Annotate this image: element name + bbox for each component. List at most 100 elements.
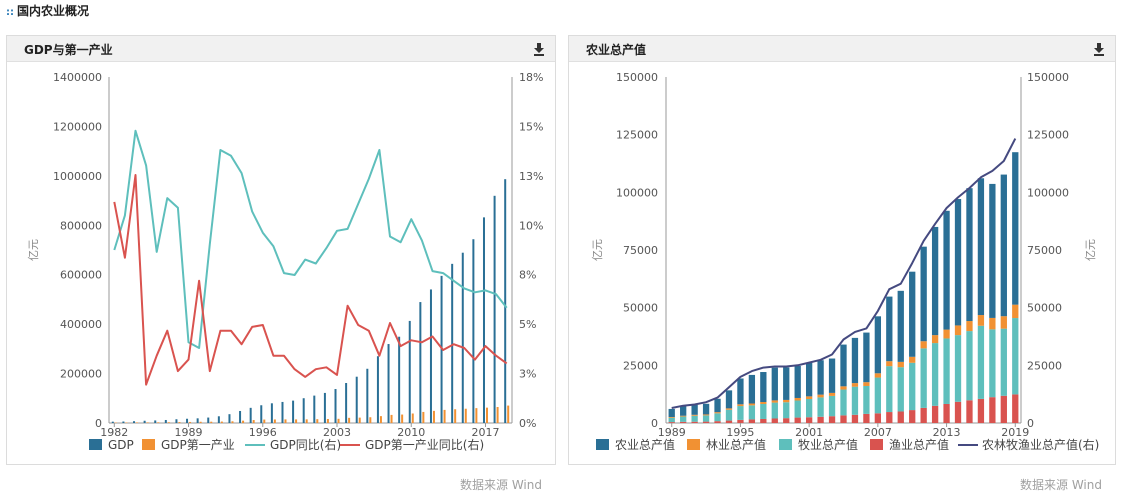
legend-swatch xyxy=(89,439,102,450)
y-axis-label: 亿元 xyxy=(591,239,604,261)
y2-tick-label: 10% xyxy=(519,219,543,232)
farming-bar xyxy=(714,398,721,413)
legend-label: GDP第一产业同比(右) xyxy=(365,437,484,452)
primary-industry-bar xyxy=(178,422,181,423)
forestry-bar xyxy=(828,392,836,396)
farming-bar xyxy=(737,378,744,405)
primary-industry-bar xyxy=(210,421,213,423)
animal-husbandry-bar xyxy=(874,377,882,414)
y2-axis-label: 亿元 xyxy=(1084,239,1097,261)
animal-husbandry-bar xyxy=(931,343,939,406)
y-tick-label: 400000 xyxy=(60,318,102,331)
x-tick-label: 2019 xyxy=(1001,426,1029,439)
animal-husbandry-bar xyxy=(1000,328,1007,396)
gdp-chart-header: GDP与第一产业 xyxy=(7,36,555,62)
fishery-bar xyxy=(909,410,916,423)
fishery-bar xyxy=(989,397,996,423)
download-icon[interactable] xyxy=(1093,42,1105,56)
gdp-bar xyxy=(143,420,146,423)
y-tick-label: 150000 xyxy=(616,71,658,84)
animal-husbandry-bar xyxy=(989,329,996,398)
forestry-bar xyxy=(920,341,927,349)
gdp-bar xyxy=(419,302,422,423)
gdp-bar xyxy=(482,217,485,423)
forestry-bar xyxy=(725,408,733,410)
legend-swatch xyxy=(687,439,700,450)
forestry-bar xyxy=(851,383,859,387)
x-tick-label: 1989 xyxy=(658,426,686,439)
fishery-bar xyxy=(874,413,882,423)
primary-industry-bar xyxy=(390,414,393,423)
farming-bar xyxy=(943,210,950,330)
gdp-bar xyxy=(249,407,252,423)
forestry-bar xyxy=(714,412,721,414)
forestry-bar xyxy=(771,400,778,403)
primary-industry-bar xyxy=(157,422,160,423)
gdp-bar xyxy=(472,239,475,423)
fishery-bar xyxy=(805,417,813,423)
farming-bar xyxy=(783,367,790,400)
animal-husbandry-bar xyxy=(1012,318,1019,395)
y2-tick-label: 15% xyxy=(519,120,543,133)
primary-industry-bar xyxy=(464,408,467,423)
farming-bar xyxy=(851,337,859,384)
y-tick-label: 25000 xyxy=(623,359,658,372)
gdp-bar xyxy=(164,419,167,423)
gdp-bar xyxy=(387,344,390,423)
legend-swatch xyxy=(870,439,883,450)
gdp-bar xyxy=(133,421,136,423)
gdp-chart: 1400000 1200000 1000000 800000 600000 400000 2… xyxy=(27,71,543,452)
gdp-bar xyxy=(504,179,507,423)
agri-output-chart: 150000 125000 100000 75000 50000 25000 0 150000… xyxy=(591,71,1099,452)
forestry-bar xyxy=(783,399,790,403)
legend-swatch xyxy=(596,439,609,450)
gdp-bar xyxy=(260,405,263,423)
gdp-bar xyxy=(217,416,220,423)
x-tick-label: 2013 xyxy=(933,426,961,439)
primary-industry-bar xyxy=(326,418,329,423)
gdp-bar xyxy=(355,376,358,423)
y-tick-label: 50000 xyxy=(623,302,658,315)
fishery-bar xyxy=(748,419,756,423)
fishery-bar xyxy=(863,413,870,423)
forestry-bar xyxy=(1000,316,1007,329)
primary-industry-bar xyxy=(496,406,499,423)
animal-husbandry-bar xyxy=(966,331,973,401)
primary-industry-bar xyxy=(432,410,435,423)
y-tick-label: 800000 xyxy=(60,219,102,232)
farming-bar xyxy=(794,365,801,398)
animal-husbandry-bar xyxy=(760,403,767,419)
y-tick-label: 100000 xyxy=(616,186,658,199)
farming-bar xyxy=(954,199,962,326)
agri-chart-header: 农业总产值 xyxy=(569,36,1115,62)
legend-label: GDP第一产业 xyxy=(161,438,235,452)
gdp-bar xyxy=(493,195,496,423)
primary-industry-bar xyxy=(284,419,287,423)
primary-industry-bar xyxy=(242,420,245,423)
forestry-bar xyxy=(954,325,962,336)
y2-tick-label: 13% xyxy=(519,170,543,183)
fishery-bar xyxy=(668,422,675,423)
primary-industry-bar xyxy=(401,414,404,423)
farming-bar xyxy=(874,316,882,374)
y2-tick-label: 125000 xyxy=(1027,129,1069,142)
animal-husbandry-bar xyxy=(805,399,813,418)
download-icon[interactable] xyxy=(533,42,545,56)
gdp-bar xyxy=(196,418,199,423)
farming-bar xyxy=(931,226,939,336)
primary-industry-bar xyxy=(369,417,372,423)
fishery-bar xyxy=(828,416,836,423)
y2-tick-label: 50000 xyxy=(1027,302,1062,315)
forestry-bar xyxy=(737,404,744,407)
primary-industry-bar xyxy=(443,409,446,423)
fishery-bar xyxy=(931,405,939,423)
farming-bar xyxy=(863,332,870,383)
animal-husbandry-bar xyxy=(954,335,962,402)
primary-industry-bar xyxy=(220,421,223,423)
primary-industry-bar xyxy=(475,408,478,423)
gdp-bar xyxy=(366,368,369,423)
forestry-bar xyxy=(909,356,916,363)
primary-industry-bar xyxy=(348,417,351,423)
y-tick-label: 600000 xyxy=(60,269,102,282)
animal-husbandry-bar xyxy=(909,362,916,411)
